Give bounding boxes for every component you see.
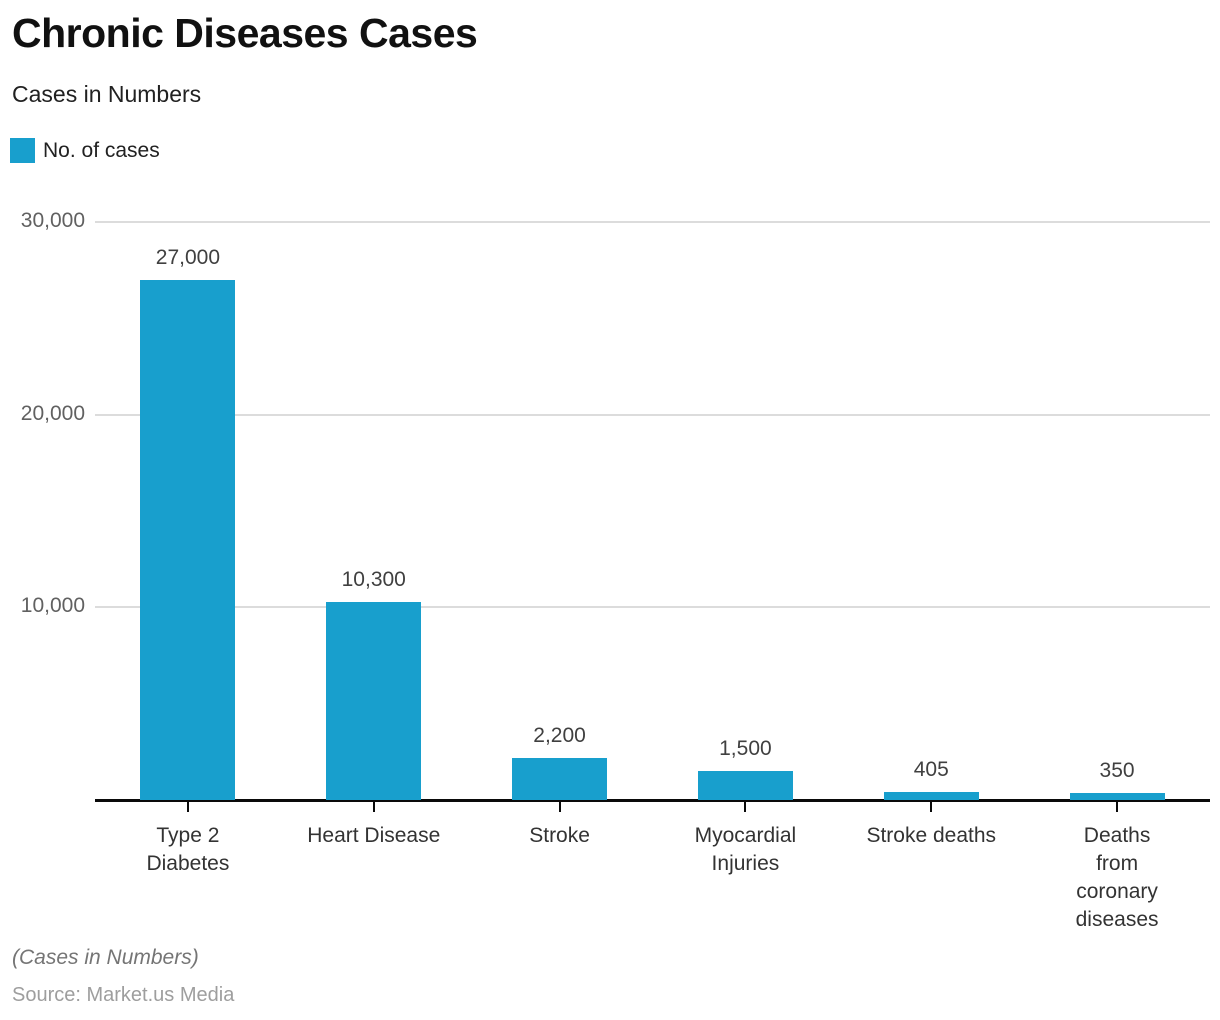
y-axis-tick-label: 10,000 [20,594,85,618]
chart-subtitle: Cases in Numbers [12,81,202,107]
bar-stroke [512,758,607,800]
bar-myocardial-injuries [698,771,793,800]
gridline-30000 [95,221,1210,223]
bar-stroke-deaths [884,792,979,800]
x-axis-tick [1116,802,1118,812]
bar-type-2-diabetes [140,280,235,800]
footer-source: Source: Market.us Media [12,984,235,1006]
bar-value-label-deaths-from-coronary-diseases: 350 [1099,759,1135,782]
bar-heart-disease [326,602,421,800]
x-axis-category-label-heart-disease: Heart Disease [307,824,441,847]
x-axis-category-label-deaths-from-coronary-diseases: Deaths from coronary diseases [1075,824,1159,931]
bar-value-label-type-2-diabetes: 27,000 [155,246,221,269]
x-axis-tick [187,802,189,812]
x-axis-line [95,799,1210,802]
bar-value-label-stroke-deaths: 405 [913,758,949,781]
x-axis-category-label-stroke-deaths: Stroke deaths [866,824,997,847]
gridline-20000 [95,413,1210,416]
x-axis-tick [373,802,375,812]
bar-value-label-stroke: 2,200 [533,724,586,747]
y-axis-tick-label: 20,000 [20,401,85,425]
x-axis-tick [744,802,746,812]
bar-value-label-myocardial-injuries: 1,500 [719,737,772,760]
x-axis-tick [559,802,561,812]
x-axis-category-label-stroke: Stroke [529,824,590,847]
bar-deaths-from-coronary-diseases [1070,793,1165,800]
legend-label: No. of cases [43,138,160,162]
chart-title: Chronic Diseases Cases [12,10,478,56]
bar-value-label-heart-disease: 10,300 [341,568,406,591]
footer-note: (Cases in Numbers) [12,946,199,969]
x-axis-category-label-type-2-diabetes: Type 2 Diabetes [146,824,230,875]
legend: No. of cases [10,138,160,163]
gridline-10000 [95,606,1210,609]
y-axis-tick-label: 30,000 [20,209,85,232]
legend-swatch-icon [10,138,35,163]
x-axis-tick [930,802,932,812]
x-axis-category-label-myocardial-injuries: Myocardial Injuries [694,824,797,875]
